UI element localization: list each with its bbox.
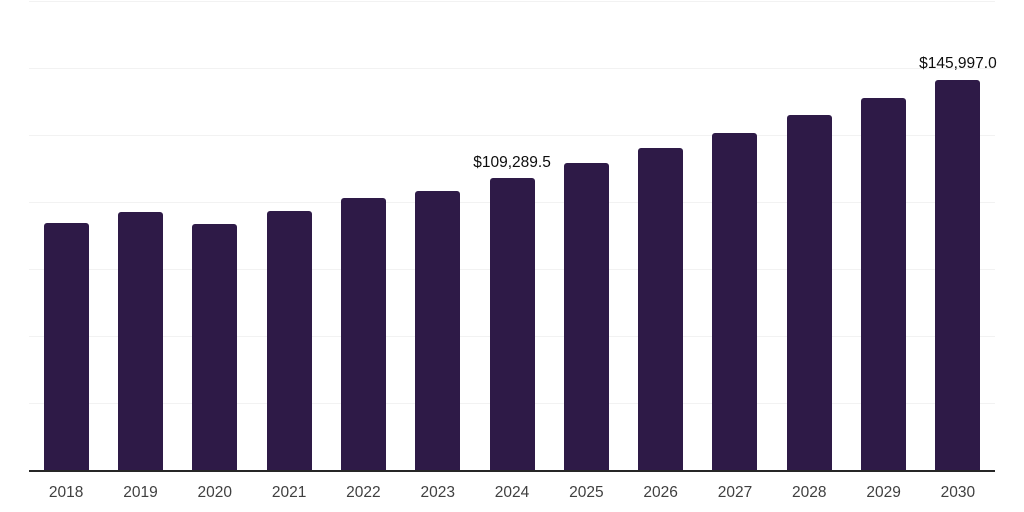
bar-2028 [786,115,832,471]
bar-2023 [415,190,461,471]
x-tick-label-2019: 2019 [123,484,158,501]
bar-2030 [935,79,981,471]
bar-slot-2019 [103,2,177,471]
x-axis-line [29,470,995,472]
x-tick-label-2025: 2025 [569,484,604,501]
bars-layer: $109,289.5 $145,997.0 [29,2,997,471]
bar-slot-2028 [772,2,846,471]
bar-2024 [489,178,535,471]
bar-2020 [192,224,238,471]
bar-value-label-2024: $109,289.5 [473,153,551,171]
x-tick-label-2023: 2023 [420,484,455,501]
gridline [29,1,995,2]
bar-slot-2018 [29,2,103,471]
bar-slot-2021 [252,2,326,471]
gridline [29,135,995,136]
bar-slot-2026 [624,2,698,471]
x-tick-label-2029: 2029 [866,484,901,501]
bar-slot-2029 [846,2,920,471]
x-tick-label-2020: 2020 [197,484,233,501]
plot-area: $109,289.5 $145,997.0 [29,1,997,471]
x-tick-label-2027: 2027 [717,484,753,501]
bar-slot-2025 [549,2,623,471]
bar-2026 [638,148,684,471]
bar-slot-2030: $145,997.0 [919,2,997,471]
gridline [29,68,995,69]
bar-slot-2027 [698,2,772,471]
bar-2027 [712,133,758,471]
x-tick-label-2021: 2021 [271,484,307,501]
x-tick-label-2028: 2028 [792,484,827,501]
bar-2021 [266,211,312,471]
bar-2029 [861,97,907,471]
bar-slot-2024: $109,289.5 [473,2,551,471]
x-tick-label-2018: 2018 [48,484,84,501]
bar-slot-2020 [178,2,252,471]
bar-2022 [340,198,386,471]
x-axis-labels: 2018 2019 2020 2021 2022 2023 2024 2025 2026 2027… [29,484,995,501]
bar-slot-2022 [326,2,400,471]
x-tick-label-2024: 2024 [494,484,530,501]
bar-value-label-2030: $145,997.0 [919,55,997,73]
bar-2019 [117,212,163,471]
bar-2018 [43,223,89,471]
x-tick-label-2022: 2022 [346,484,381,501]
x-tick-label-2026: 2026 [643,484,678,501]
bar-2025 [563,163,609,471]
bar-slot-2023 [401,2,475,471]
x-tick-label-2030: 2030 [940,484,976,501]
